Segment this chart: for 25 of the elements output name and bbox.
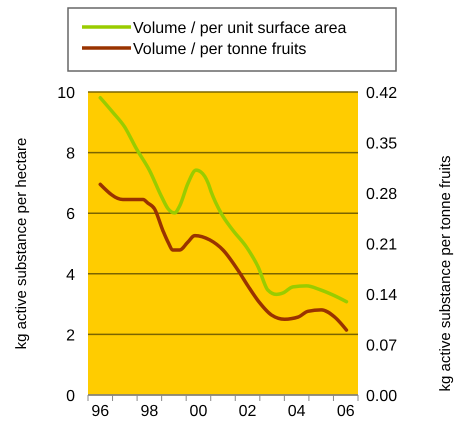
y2-tick-label: 0.35 xyxy=(366,136,398,152)
x-tick-label: 98 xyxy=(140,403,158,420)
line-series xyxy=(98,182,348,332)
y2-tick-label: 0.28 xyxy=(366,186,398,203)
y-tick-label: 10 xyxy=(57,85,76,102)
legend-label: Volume / per unit surface area xyxy=(133,20,347,37)
y2-tick-label: 0.42 xyxy=(366,85,398,102)
y-tick-label: 4 xyxy=(66,266,76,284)
y2-tick-label: 0.00 xyxy=(366,388,398,405)
x-tick-label: 06 xyxy=(336,403,355,420)
x-tick-label: 00 xyxy=(190,403,208,420)
y-tick-label: 8 xyxy=(66,146,76,163)
y2-axis-title: kg active substance per tonne fruits xyxy=(437,156,454,392)
y-tick-label: 2 xyxy=(66,327,76,344)
y2-tick-label: 0.21 xyxy=(366,236,398,254)
y-tick-label: 0 xyxy=(66,388,76,405)
x-tick-label: 96 xyxy=(91,403,110,420)
legend-label: Volume / per tonne fruits xyxy=(133,41,306,58)
y2-tick-label: 0.07 xyxy=(366,338,398,354)
x-tick-label: 04 xyxy=(288,403,306,420)
y-axis-title: kg active substance per hectare xyxy=(13,138,30,350)
x-tick-label: 02 xyxy=(238,403,257,420)
line-series xyxy=(98,96,348,304)
y2-tick-label: 0.14 xyxy=(366,287,398,304)
y-tick-label: 6 xyxy=(66,206,76,224)
